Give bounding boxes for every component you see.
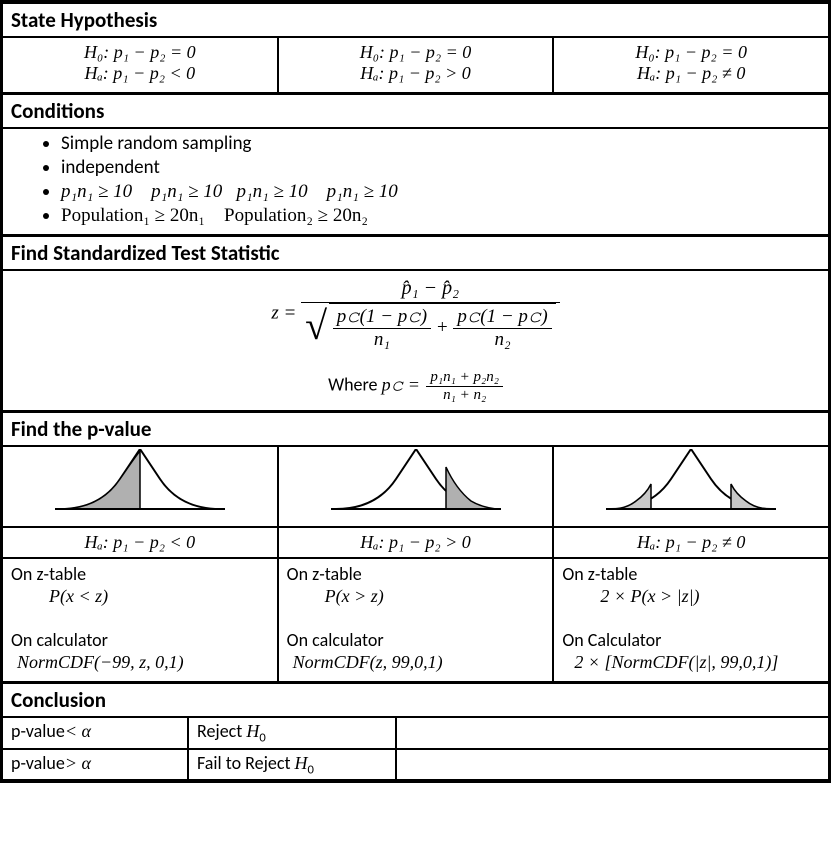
how-left: On z-table P(x < z) On calculator NormCD… [3,559,279,681]
conclusion-row-2: p-value> α Fail to Reject H0 [3,750,828,780]
h0-2: H₀: p₁ − p₂ = 0 [360,42,472,62]
hypothesis-cell-1: H₀: p₁ − p₂ = 0 Hₐ: p₁ − p₂ < 0 [3,38,279,92]
pc-formula: Where p𝚌 = p₁n₁ + p₂n₂ n₁ + n₂ [3,369,828,404]
z-denominator: √ p𝚌(1 − p𝚌) n₁ + p𝚌(1 − p𝚌) n₂ [301,303,560,351]
curve-two [554,447,828,526]
how-two: On z-table 2 × P(x > |z|) On Calculator … [554,559,828,681]
reference-table: State Hypothesis H₀: p₁ − p₂ = 0 Hₐ: p₁ … [0,0,831,783]
conclusion-row-1: p-value< α Reject H0 [3,718,828,750]
hypothesis-cell-3: H₀: p₁ − p₂ = 0 Hₐ: p₁ − p₂ ≠ 0 [554,38,828,92]
curve-left [3,447,279,526]
statistic-header: Find Standardized Test Statistic [3,237,828,271]
ha-3: Hₐ: p₁ − p₂ ≠ 0 [637,63,745,83]
cond-2: independent [61,156,820,179]
pvalue-how-row: On z-table P(x < z) On calculator NormCD… [3,559,828,684]
z-eq: z = [271,302,296,323]
hypothesis-header: State Hypothesis [3,4,828,38]
hypothesis-row: H₀: p₁ − p₂ = 0 Hₐ: p₁ − p₂ < 0 H₀: p₁ −… [3,38,828,95]
concl-cond-2: p-value> α [3,750,189,780]
cond-3: p₁n₁ ≥ 10 p₁n₁ ≥ 10 p₁n₁ ≥ 10 p₁n₁ ≥ 10 [61,180,820,203]
pvalue-header: Find the p-value [3,413,828,447]
conditions-header: Conditions [3,95,828,129]
ha-two: Hₐ: p₁ − p₂ ≠ 0 [554,528,828,557]
conclusion-header: Conclusion [3,684,828,718]
ha-right: Hₐ: p₁ − p₂ > 0 [279,528,555,557]
z-numerator: p̂₁ − p̂₂ [301,277,560,303]
pvalue-curves [3,447,828,528]
z-formula: z = p̂₁ − p̂₂ √ p𝚌(1 − p𝚌) n₁ + [3,277,828,351]
ha-left: Hₐ: p₁ − p₂ < 0 [3,528,279,557]
conditions-body: Simple random sampling independent p₁n₁ … [3,129,828,237]
hypothesis-cell-2: H₀: p₁ − p₂ = 0 Hₐ: p₁ − p₂ > 0 [279,38,555,92]
ha-2: Hₐ: p₁ − p₂ > 0 [360,63,471,83]
pvalue-ha-row: Hₐ: p₁ − p₂ < 0 Hₐ: p₁ − p₂ > 0 Hₐ: p₁ −… [3,528,828,559]
concl-res-2: Fail to Reject H0 [189,750,397,780]
concl-cond-1: p-value< α [3,718,189,748]
how-right: On z-table P(x > z) On calculator NormCD… [279,559,555,681]
cond-4: Population₁ ≥ 20n₁ Population₂ ≥ 20n₂ [61,204,820,227]
z-formula-body: z = p̂₁ − p̂₂ √ p𝚌(1 − p𝚌) n₁ + [3,271,828,413]
h0-1: H₀: p₁ − p₂ = 0 [84,42,196,62]
ha-1: Hₐ: p₁ − p₂ < 0 [85,63,196,83]
curve-right [279,447,555,526]
concl-res-1: Reject H0 [189,718,397,748]
cond-1: Simple random sampling [61,132,820,155]
h0-3: H₀: p₁ − p₂ = 0 [635,42,747,62]
